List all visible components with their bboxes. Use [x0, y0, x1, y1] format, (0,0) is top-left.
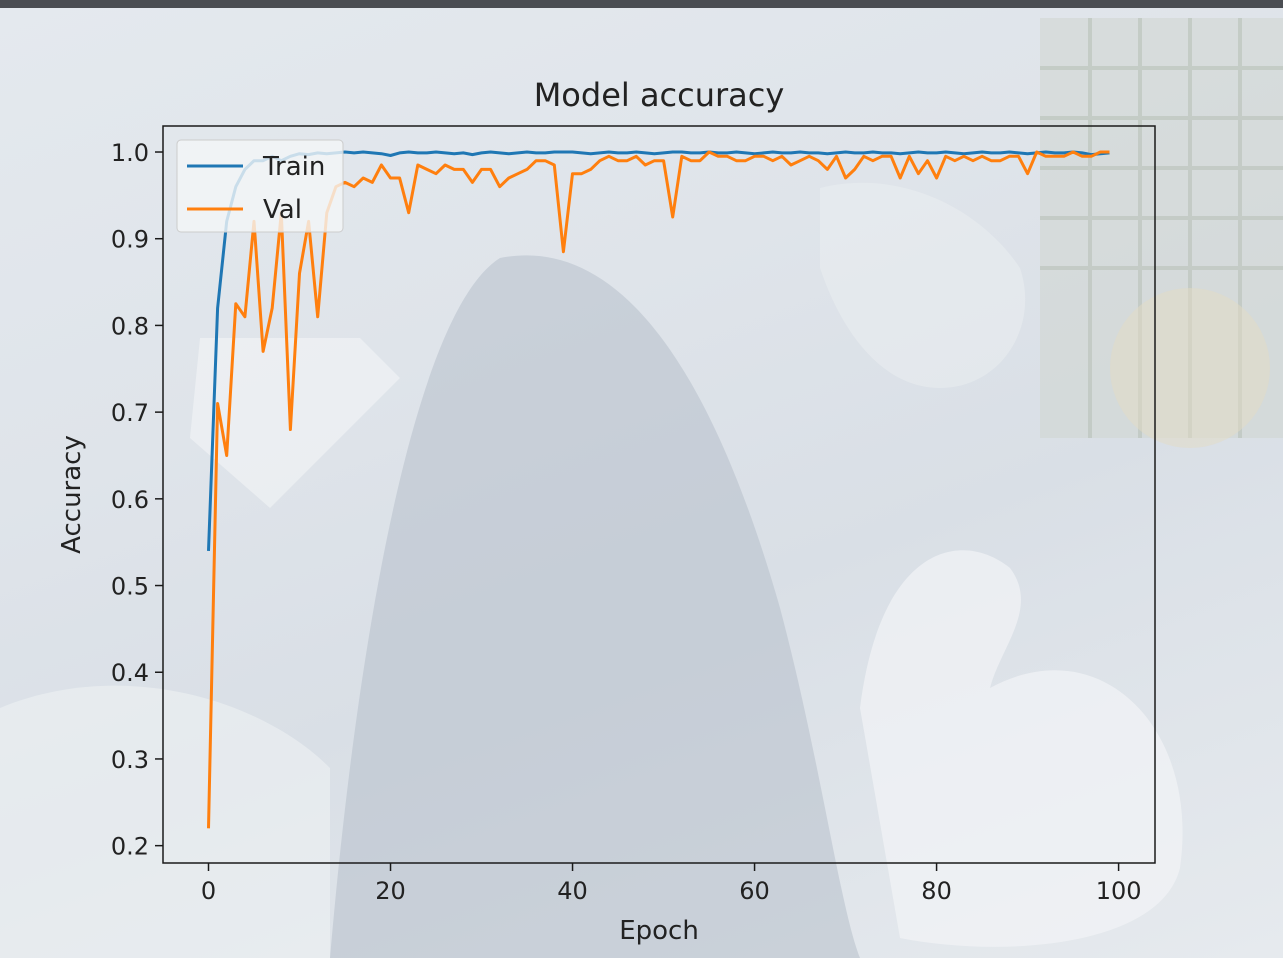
x-tick-label: 100: [1096, 877, 1142, 905]
y-tick-label: 0.6: [111, 486, 149, 514]
y-tick-label: 0.2: [111, 833, 149, 861]
legend-label-train: Train: [262, 152, 325, 182]
accuracy-chart: 0 20 40 60 80 1000.20.30.40.50.60.70.80.91.0 …: [0, 8, 1283, 958]
chart-legend: Train Val: [177, 140, 343, 232]
y-tick-label: 0.8: [111, 312, 149, 340]
chart-title: Model accuracy: [534, 76, 785, 114]
x-tick-label: 40: [557, 877, 588, 905]
series-line-val: [209, 152, 1110, 828]
y-tick-label: 0.4: [111, 659, 149, 687]
y-tick-label: 0.5: [111, 573, 149, 601]
y-axis-label: Accuracy: [57, 435, 87, 554]
plot-area-frame: [163, 126, 1155, 863]
y-tick-label: 0.9: [111, 226, 149, 254]
x-axis-label: Epoch: [619, 916, 699, 946]
x-tick-label: 60: [739, 877, 770, 905]
x-tick-label: 0: [201, 877, 216, 905]
figure-canvas: 0 20 40 60 80 100 0.2 0.3 0.4 0.5 0.6 0.7 0.8 0.9 1.0 …: [0, 8, 1283, 958]
window-top-strip: [0, 0, 1283, 8]
axis-ticks: 0 20 40 60 80 100 0.2 0.3 0.4 0.5 0.6 0.7 0.8 0.9 1.0: [111, 139, 1142, 905]
legend-label-val: Val: [263, 195, 302, 225]
y-tick-label: 1.0: [111, 139, 149, 167]
series-lines: [209, 152, 1110, 828]
x-tick-label: 20: [375, 877, 406, 905]
y-tick-label: 0.3: [111, 746, 149, 774]
y-tick-label: 0.7: [111, 399, 149, 427]
series-line-train: [209, 152, 1110, 551]
x-tick-label: 80: [921, 877, 952, 905]
